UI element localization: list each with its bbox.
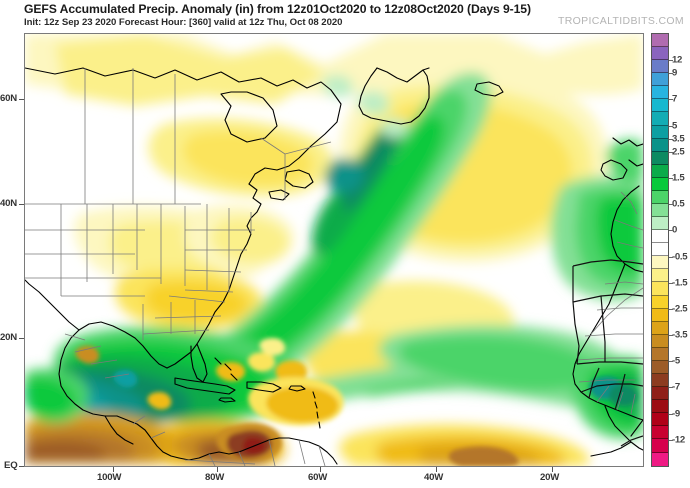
map-admin-borders [25, 68, 643, 466]
colorbar-tick [669, 387, 673, 389]
colorbar-band [652, 321, 668, 335]
colorbar-tick-label: -2.5 [672, 303, 688, 315]
colorbar-tick [669, 282, 673, 284]
colorbar-band [652, 413, 668, 427]
colorbar-band [652, 190, 668, 205]
colorbar-band [652, 426, 668, 440]
colorbar-tick [669, 178, 673, 179]
colorbar[interactable] [651, 33, 669, 467]
colorbar-tick-label: 0.5 [672, 198, 685, 210]
colorbar-tick [669, 151, 673, 153]
colorbar-tick-label: 5 [672, 120, 678, 132]
colorbar-band [652, 256, 668, 270]
colorbar-tick [669, 439, 673, 441]
colorbar-tick-label: -9 [672, 408, 680, 420]
map-canvas [25, 34, 643, 466]
colorbar-band [652, 112, 668, 126]
lon-tick-60w [320, 467, 321, 472]
colorbar-band [652, 60, 668, 74]
lon-label-80w: 80W [205, 472, 225, 483]
colorbar-band [652, 243, 668, 257]
map-panel[interactable] [24, 33, 644, 467]
colorbar-band [652, 125, 668, 139]
lon-label-40w: 40W [424, 472, 444, 483]
page-title: GEFS Accumulated Precip. Anomaly (in) fr… [24, 2, 531, 16]
colorbar-band [652, 204, 668, 218]
lon-tick-20w [552, 467, 553, 472]
colorbar-tick [669, 230, 673, 232]
colorbar-band [652, 374, 668, 388]
colorbar-band [652, 282, 668, 296]
colorbar-tick-label: 1.5 [672, 172, 685, 184]
colorbar-tick [669, 413, 673, 415]
colorbar-band [652, 230, 668, 244]
colorbar-tick-label: -12 [672, 434, 685, 446]
colorbar-band [652, 99, 668, 113]
lat-tick-40n [19, 204, 24, 205]
colorbar-band [652, 138, 668, 152]
figure-header: GEFS Accumulated Precip. Anomaly (in) fr… [0, 0, 690, 32]
colorbar-tick-label: -0.5 [672, 251, 688, 263]
colorbar-tick-label: -5 [672, 355, 680, 367]
colorbar-tick-labels: 12 9 7 5 3.5 2.5 1.5 0.5 0 -0.5 -1.5 -2.5 -3.5 -5 -7 -9… [669, 33, 690, 467]
colorbar-band [652, 217, 668, 231]
colorbar-band [652, 86, 668, 100]
colorbar-tick-label: 0 [672, 224, 678, 236]
colorbar-band [652, 334, 668, 348]
colorbar-tick [669, 60, 673, 62]
lat-label-eq: EQ [4, 460, 18, 471]
colorbar-tick-label: -7 [672, 381, 680, 393]
colorbar-band [652, 47, 668, 61]
colorbar-tick-label: 3.5 [672, 133, 685, 145]
colorbar-tick [669, 138, 673, 140]
colorbar-band [652, 360, 668, 375]
colorbar-bands[interactable] [651, 33, 669, 467]
lon-label-20w: 20W [540, 472, 560, 483]
colorbar-tick [669, 335, 673, 337]
colorbar-band [652, 34, 668, 48]
lat-label-60n: 60N [0, 93, 17, 104]
lat-tick-60n [19, 99, 24, 100]
colorbar-band [652, 308, 668, 322]
figure-subtitle: Init: 12z Sep 23 2020 Forecast Hour: [36… [24, 17, 343, 28]
colorbar-tick-label: 2.5 [672, 146, 685, 158]
colorbar-tick [669, 125, 673, 127]
colorbar-band [652, 269, 668, 283]
colorbar-tick-label: 12 [672, 54, 683, 66]
colorbar-tick [669, 361, 673, 363]
lat-label-40n: 40N [0, 198, 17, 209]
colorbar-tick [669, 99, 673, 101]
lat-label-20n: 20N [0, 332, 17, 343]
colorbar-tick-label: -1.5 [672, 277, 688, 289]
colorbar-tick-label: 7 [672, 93, 678, 105]
colorbar-band [652, 295, 668, 309]
colorbar-band [652, 452, 668, 466]
colorbar-band [652, 177, 668, 191]
lat-tick-eq [19, 466, 24, 467]
colorbar-band [652, 400, 668, 414]
colorbar-tick-label: 9 [672, 67, 678, 79]
map-national-borders [572, 259, 643, 447]
colorbar-band [652, 387, 668, 401]
source-watermark: TROPICALTIDBITS.COM [557, 15, 684, 27]
colorbar-band [652, 151, 668, 165]
colorbar-band [652, 164, 668, 178]
colorbar-tick-label: -3.5 [672, 329, 688, 341]
colorbar-band [652, 347, 668, 361]
lon-tick-80w [217, 467, 218, 472]
colorbar-tick [669, 308, 673, 310]
anomaly-field-detail [75, 338, 637, 466]
anomaly-field-broad [25, 34, 643, 466]
lon-label-60w: 60W [308, 472, 328, 483]
colorbar-tick [669, 73, 673, 75]
colorbar-tick [669, 204, 673, 206]
lon-tick-100w [113, 467, 114, 472]
lon-tick-40w [436, 467, 437, 472]
colorbar-tick [669, 256, 673, 258]
lat-tick-20n [19, 338, 24, 339]
colorbar-band [652, 439, 668, 453]
colorbar-band [652, 73, 668, 87]
lon-label-100w: 100W [97, 472, 122, 483]
